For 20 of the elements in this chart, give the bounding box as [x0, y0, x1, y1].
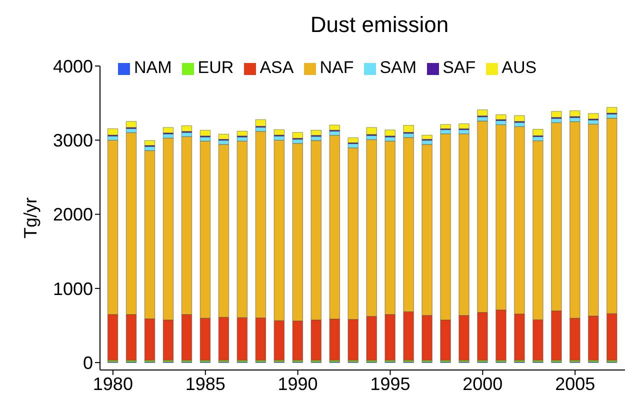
x-tick-label: 1995 — [370, 374, 410, 394]
legend-label: NAM — [134, 58, 172, 77]
y-tick-label: 2000 — [52, 204, 93, 225]
y-tick-label: 1000 — [52, 278, 93, 299]
x-tick-label: 1985 — [185, 374, 226, 394]
legend-label: SAM — [380, 58, 417, 77]
x-tick-label: 2005 — [555, 374, 596, 394]
legend-label: AUS — [502, 58, 537, 77]
x-tick-label: 2000 — [462, 374, 503, 394]
y-tick-label: 4000 — [52, 56, 93, 76]
legend-label: EUR — [198, 58, 234, 77]
legend-label: SAF — [442, 58, 476, 77]
y-axis-title: Tg/yr — [20, 197, 40, 239]
y-tick-label: 0 — [82, 352, 93, 373]
x-tick-label: 1980 — [92, 374, 133, 394]
chart-title: Dust emission — [310, 12, 449, 37]
legend-label: ASA — [260, 58, 294, 77]
y-tick-label: 3000 — [52, 130, 93, 151]
x-tick-label: 1990 — [278, 374, 318, 394]
legend-label: NAF — [320, 58, 354, 77]
